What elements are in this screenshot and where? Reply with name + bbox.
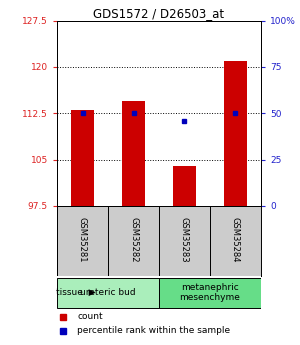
Text: tissue  ▶: tissue ▶ — [56, 288, 95, 297]
Text: percentile rank within the sample: percentile rank within the sample — [77, 326, 230, 335]
Bar — [224, 61, 247, 206]
Text: ureteric bud: ureteric bud — [80, 288, 136, 297]
Title: GDS1572 / D26503_at: GDS1572 / D26503_at — [93, 7, 225, 20]
Bar — [108, 206, 159, 276]
Bar — [122, 101, 145, 206]
Bar — [57, 278, 159, 308]
Text: GSM35281: GSM35281 — [78, 217, 87, 263]
Bar — [159, 278, 261, 308]
Bar — [57, 206, 108, 276]
Text: GSM35282: GSM35282 — [129, 217, 138, 263]
Bar — [71, 110, 94, 206]
Bar — [173, 166, 196, 206]
Text: count: count — [77, 312, 103, 321]
Text: GSM35284: GSM35284 — [231, 217, 240, 263]
Text: metanephric
mesenchyme: metanephric mesenchyme — [180, 283, 240, 302]
Bar — [210, 206, 261, 276]
Text: GSM35283: GSM35283 — [180, 217, 189, 263]
Bar — [159, 206, 210, 276]
